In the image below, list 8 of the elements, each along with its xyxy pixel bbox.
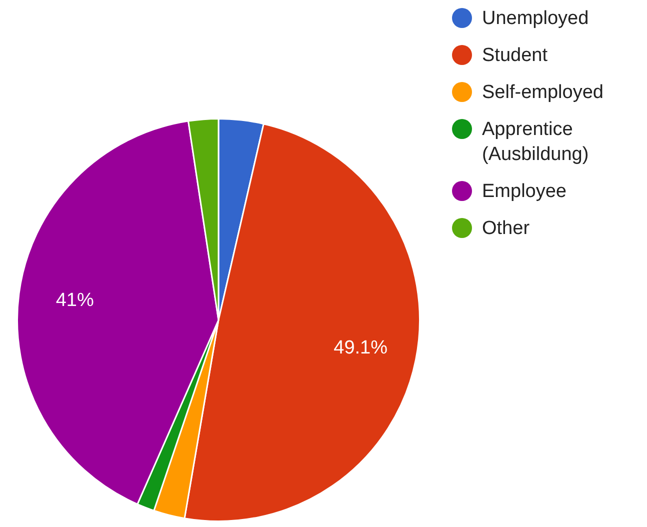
legend-label: Employee <box>482 180 568 204</box>
legend-label: Self-employed <box>482 81 604 105</box>
data-label: 41% <box>56 290 94 312</box>
data-label: 49.1% <box>334 338 388 359</box>
legend-label: Student <box>482 44 548 68</box>
legend-label: Unemployed <box>482 7 590 31</box>
legend-label: Apprentice (Ausbildung) <box>482 118 590 167</box>
legend-label: Other <box>482 217 531 241</box>
